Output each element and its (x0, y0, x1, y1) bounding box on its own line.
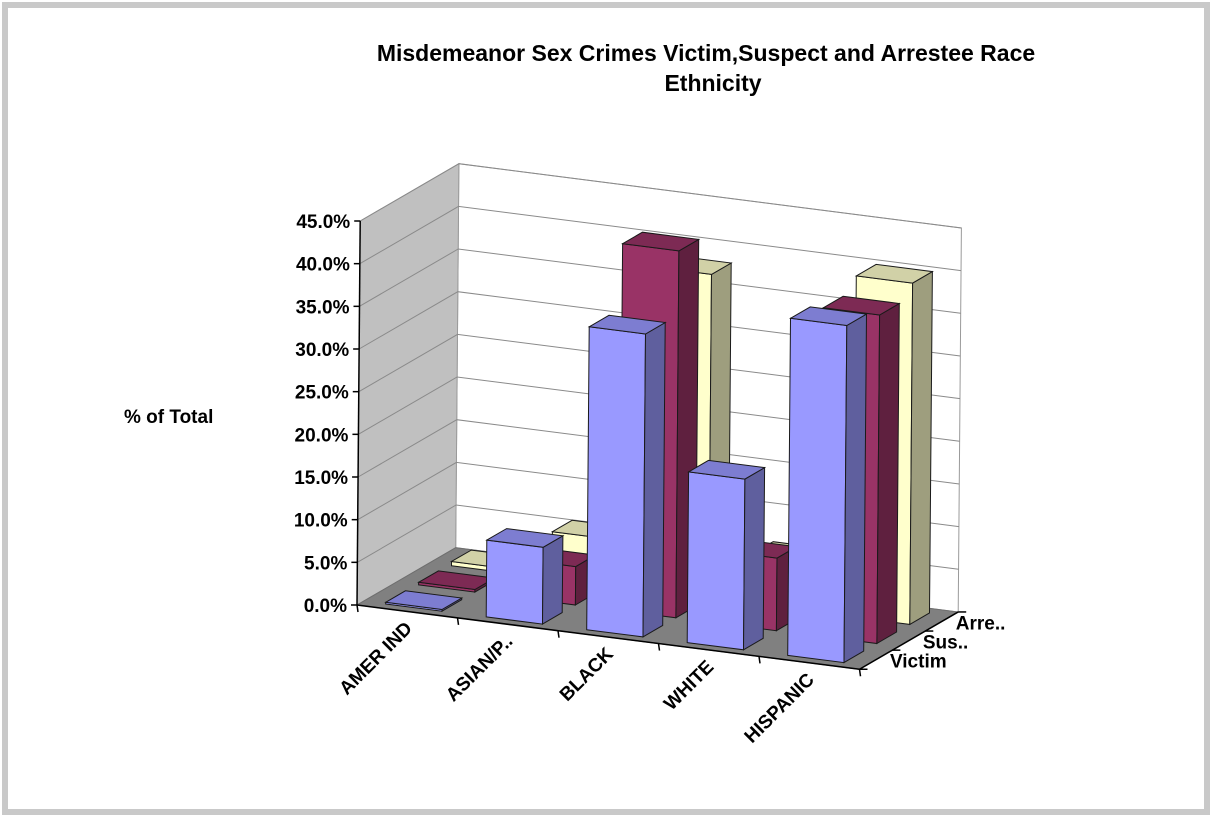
category-label: HISPANIC (741, 669, 819, 747)
bar-victim-3-side (742, 466, 766, 651)
gridline (359, 205, 962, 272)
x-tick (356, 604, 359, 613)
bar-suspect-4-side (876, 302, 900, 645)
bar-arrestee-4-side (909, 270, 933, 626)
depth-axis-line (859, 611, 959, 670)
bar-victim-1-side (541, 534, 564, 625)
y-tick-label: 15.0% (294, 468, 348, 489)
x-axis-line (356, 604, 860, 670)
chart-title-line1: Misdemeanor Sex Crimes Victim,Suspect an… (377, 40, 1035, 66)
bar-victim-2-top (587, 314, 667, 335)
y-tick-label: 35.0% (296, 297, 350, 318)
y-tick-label: 20.0% (295, 425, 349, 446)
bar-victim-2-front (586, 326, 647, 638)
y-tick-label: 25.0% (295, 383, 349, 404)
y-tick-label: 0.0% (304, 596, 347, 617)
y-axis-line (356, 220, 361, 606)
bar-victim-3-front (686, 471, 746, 651)
bar-victim-4-side (843, 313, 868, 664)
category-label: AMER IND (336, 618, 417, 699)
category-label: WHITE (660, 657, 718, 715)
bar-victim-1-top (485, 528, 565, 548)
bar-suspect-2-top (621, 231, 701, 252)
bar-victim-3-top (687, 459, 767, 480)
x-tick (758, 656, 761, 664)
y-tick-label: 40.0% (296, 255, 350, 276)
bar-suspect-4-top (821, 295, 901, 316)
category-label: ASIAN/P.. (442, 631, 517, 706)
y-tick-label: 10.0% (294, 511, 348, 532)
series-label: Victim (890, 652, 947, 673)
bar-victim-4-top (788, 306, 869, 327)
series-label: Arre.. (956, 614, 1006, 635)
gridline (359, 248, 961, 314)
chart-svg: Misdemeanor Sex Crimes Victim,Suspect an… (124, 40, 1035, 748)
x-tick (456, 617, 460, 625)
bar-arrestee-4-top (854, 263, 934, 284)
chart-title-line2: Ethnicity (664, 70, 761, 96)
y-tick-label: 30.0% (295, 340, 349, 361)
bar-victim-2-side (642, 321, 666, 638)
plot-area: 0.0% 5.0% 10.0% 15.0% 20.0% 25.0% 30.0% 35.0% 40… (294, 162, 1006, 748)
bar-victim-4-front (787, 317, 848, 664)
x-tick (858, 669, 862, 677)
y-axis-title: % of Total (124, 407, 213, 428)
bar-victim-0-top (384, 590, 464, 611)
x-tick (657, 643, 661, 651)
x-tick (557, 630, 560, 638)
gridline (359, 163, 962, 229)
category-label: BLACK (556, 644, 618, 706)
bar-victim-1-front (485, 539, 544, 625)
series-label: Sus.. (923, 633, 968, 654)
y-tick-label: 5.0% (304, 553, 347, 574)
y-tick-label: 45.0% (296, 212, 350, 233)
